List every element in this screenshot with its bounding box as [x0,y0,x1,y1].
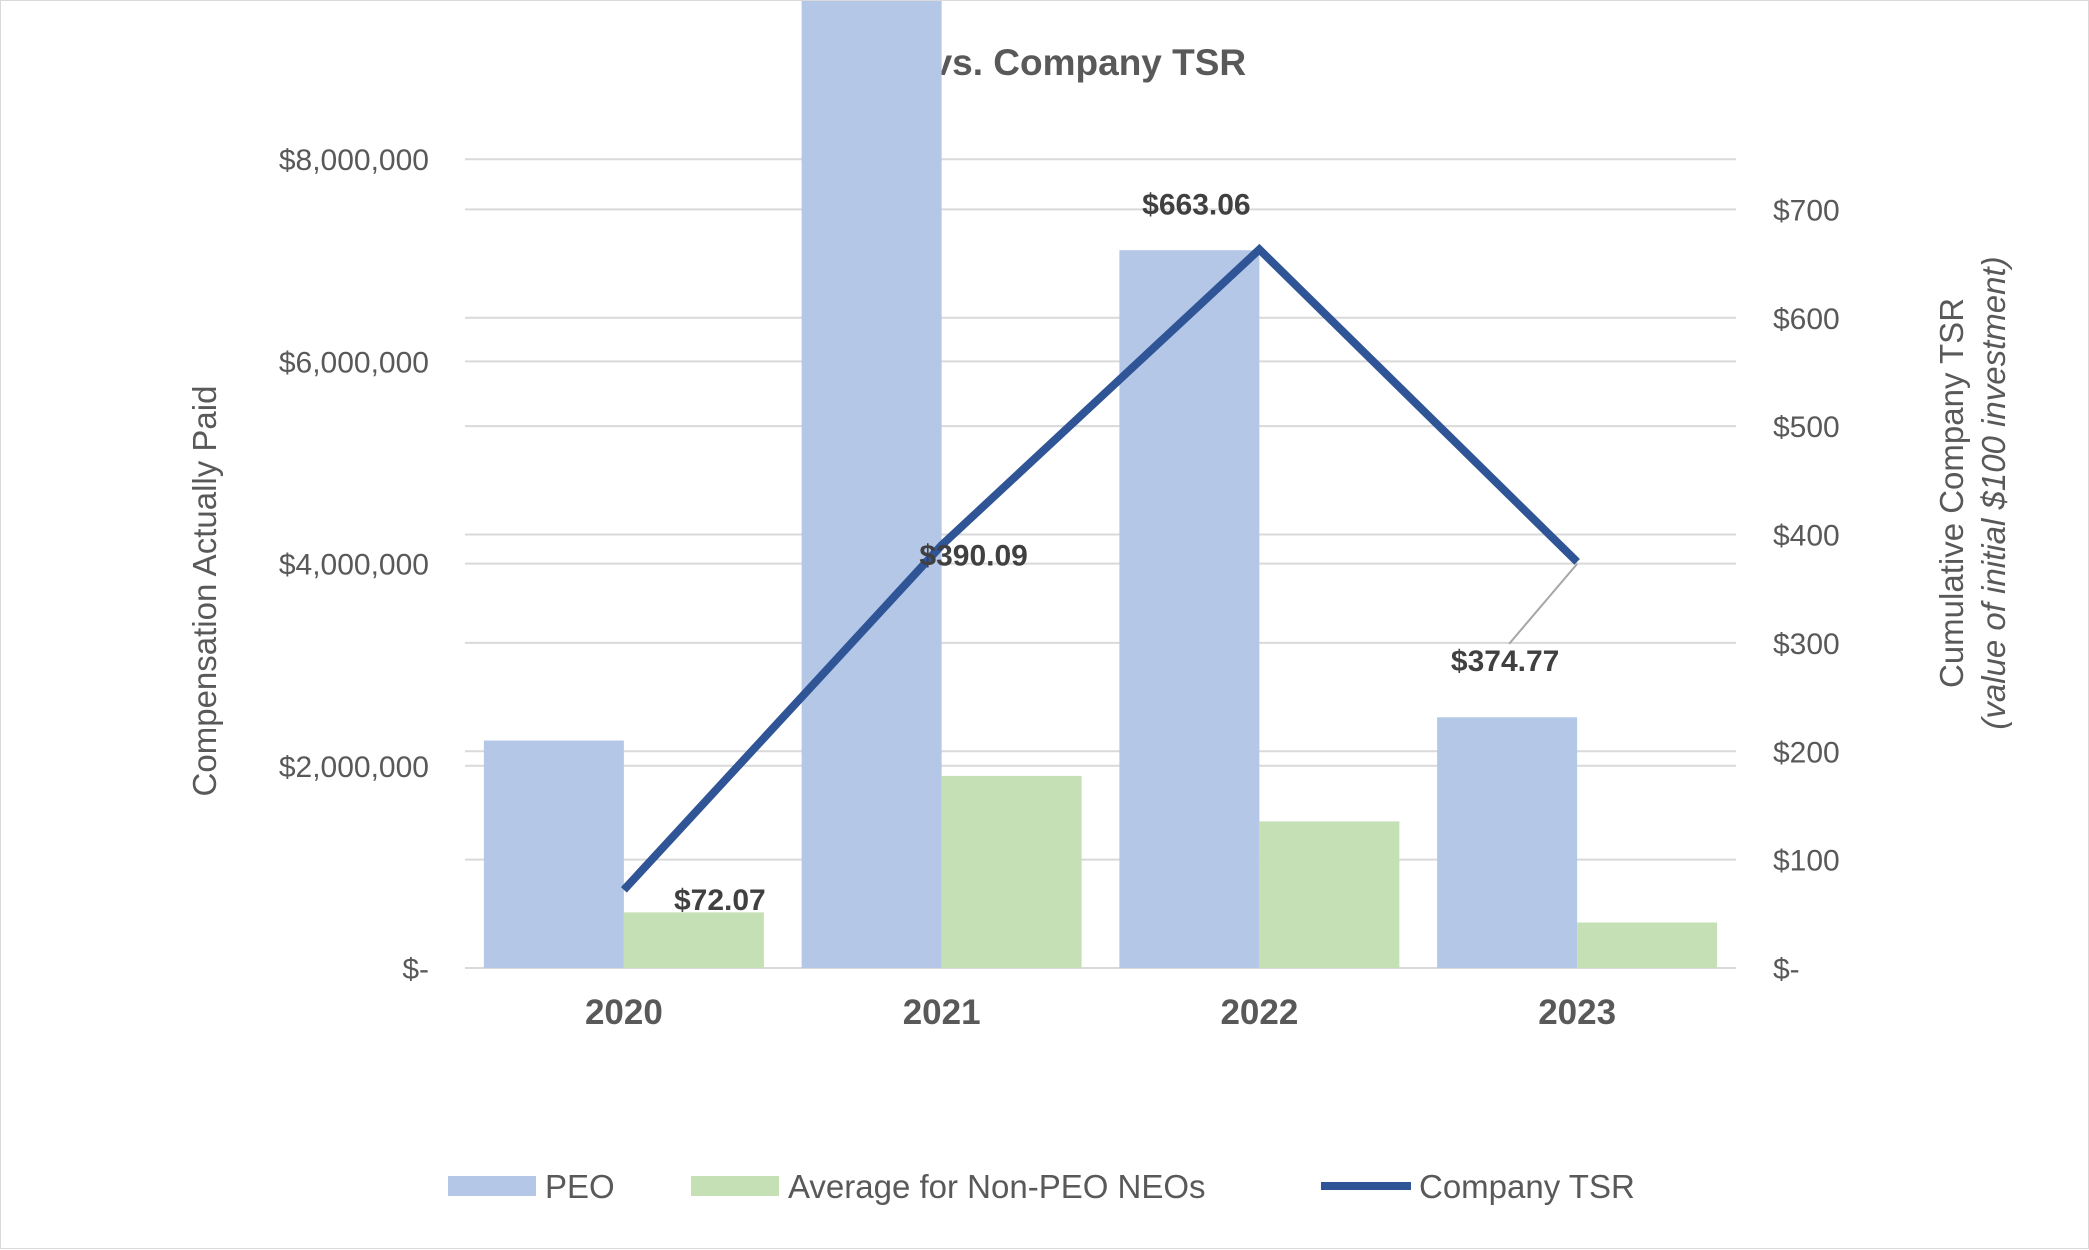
right-tick-label: $200 [1773,736,1840,769]
gridlines [465,158,1736,969]
bar-non-peo-neo-2020 [623,912,764,968]
right-axis-subtitle: (value of initial $100 investment) [1975,256,2012,729]
bar-non-peo-neo-2021 [941,775,1082,968]
left-tick-label: $- [402,953,429,986]
x-tick-label: 2022 [1220,993,1298,1032]
data-label-leader [1508,563,1578,645]
left-axis-title: Compensation Actually Paid [186,386,223,797]
bar-non-peo-neo-2023 [1577,922,1718,968]
right-tick-label: $- [1773,953,1800,986]
bar-peo-2023 [1437,717,1578,968]
bar-non-peo-neo-2022 [1259,821,1400,968]
x-tick-label: 2023 [1538,993,1616,1032]
tsr-data-label-2020: $72.07 [674,884,766,917]
legend-swatch-non-peo-neo [691,1176,779,1196]
right-tick-label: $500 [1773,411,1840,444]
right-tick-label: $400 [1773,520,1840,553]
left-tick-label: $4,000,000 [279,549,429,582]
legend-swatch-peo [448,1176,536,1196]
right-axis-title: Cumulative Company TSR [1933,298,1970,688]
legend: PEO Average for Non-PEO NEOs Company TSR [448,1168,1635,1205]
legend-label-peo: PEO [545,1168,615,1205]
left-tick-label: $2,000,000 [279,751,429,784]
left-tick-label: $8,000,000 [279,144,429,177]
right-tick-label: $300 [1773,628,1840,661]
tsr-data-label-2021: $390.09 [919,539,1027,572]
legend-label-tsr: Company TSR [1419,1168,1635,1205]
right-tick-label: $700 [1773,194,1840,227]
tsr-data-label-2022: $663.06 [1142,188,1250,221]
x-tick-label: 2020 [585,993,663,1032]
tsr-data-label-2023: $374.77 [1451,645,1559,678]
tsr-line-group [620,243,1580,893]
x-tick-label: 2021 [903,993,981,1032]
data-labels: $72.07 $390.09 $663.06 $374.77 [674,188,1578,917]
right-tick-label: $100 [1773,845,1840,878]
bar-peo-2020 [483,740,624,968]
legend-label-non-peo-neo: Average for Non-PEO NEOs [788,1168,1206,1205]
tsr-line [620,243,1580,893]
bars [483,1,1718,968]
bar-peo-2021 [801,1,942,968]
left-tick-label: $6,000,000 [279,346,429,379]
right-tick-label: $600 [1773,303,1840,336]
axis-ticks: $- $2,000,000 $4,000,000 $6,000,000 $8,000,0… [279,144,1840,1032]
bar-peo-2022 [1119,250,1260,968]
